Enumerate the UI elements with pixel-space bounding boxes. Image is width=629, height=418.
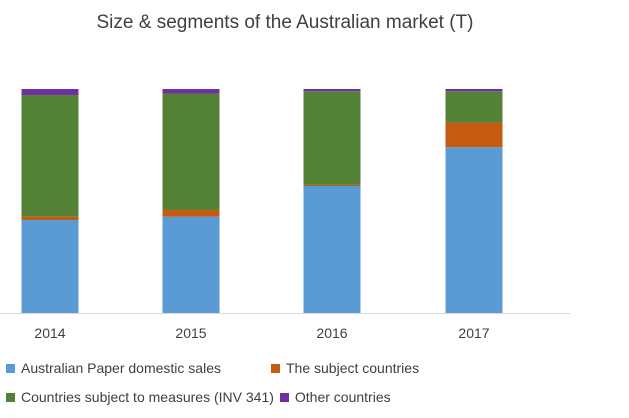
x-tick-label: 2015	[175, 325, 206, 341]
bar-segment	[21, 220, 79, 313]
bar-segment	[21, 89, 79, 96]
bar-segment	[162, 93, 220, 210]
bar-segment	[21, 216, 79, 221]
bar-segment	[445, 91, 503, 123]
bar-segment	[445, 147, 503, 313]
bar-segment	[445, 122, 503, 148]
legend-row-2: Countries subject to measures (INV 341) …	[6, 389, 391, 405]
legend-row-1: Australian Paper domestic sales The subj…	[6, 360, 419, 376]
chart-title: Size & segments of the Australian market…	[96, 12, 474, 33]
legend-label: Other countries	[294, 389, 391, 405]
bar-segment	[162, 89, 220, 94]
legend-label: The subject countries	[286, 360, 420, 376]
legend-swatch	[279, 392, 289, 402]
x-tick-label: 2017	[458, 325, 489, 341]
legend-swatch	[6, 392, 15, 402]
legend-label: Australian Paper domestic sales	[21, 360, 221, 376]
bar-segment	[162, 216, 220, 313]
legend-swatch	[271, 363, 280, 373]
legend-swatch	[6, 363, 15, 373]
bar-segment	[303, 91, 361, 185]
legend-label: Countries subject to measures (INV 341)	[21, 389, 274, 405]
bar-segment	[162, 209, 220, 217]
x-tick-label: 2016	[316, 325, 347, 341]
bar-segment	[445, 89, 503, 92]
bar-segment	[303, 184, 361, 186]
bar-segment	[303, 185, 361, 313]
bar-segment	[303, 89, 361, 92]
x-tick-label: 2014	[34, 325, 65, 341]
bar-segment	[21, 95, 79, 217]
